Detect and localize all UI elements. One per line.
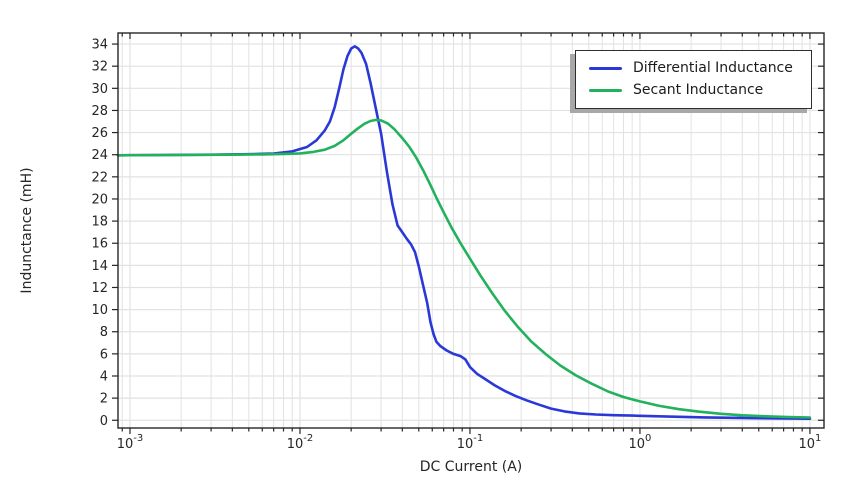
y-tick-label: 8 [100,325,108,340]
series-line-differential-inductance [116,45,812,420]
legend-swatch-differential [589,66,622,70]
y-tick-label: 16 [91,237,108,252]
y-tick-label: 12 [91,281,108,296]
legend-item: Differential Inductance [589,59,811,76]
y-tick-label: 18 [91,215,108,230]
y-axis-label: Indunctance (mH) [19,167,35,293]
x-tick-label: 100 [628,433,651,452]
x-tick-label: 10-3 [117,433,144,452]
legend-label: Secant Inductance [633,82,764,98]
x-tick-label: 101 [798,433,821,452]
y-tick-label: 0 [100,414,108,429]
y-tick-label: 20 [91,192,108,207]
legend-label: Differential Inductance [633,59,793,76]
x-tick-label: 10-1 [457,433,484,452]
y-tick-label: 26 [91,126,108,141]
y-tick-label: 28 [91,104,108,119]
x-axis-label: DC Current (A) [420,459,523,475]
y-tick-label: 30 [91,82,108,97]
y-tick-label: 10 [91,303,108,318]
legend-swatch-secant [589,89,622,93]
y-tick-label: 4 [100,369,108,384]
y-tick-label: 32 [91,60,108,75]
gridlines [118,33,824,428]
y-tick-label: 34 [91,38,108,53]
tick-labels: 10-3 10-2 10-1 100 1010246810121416182022242… [91,38,821,452]
y-tick-label: 6 [100,347,108,362]
plot-border [117,32,825,429]
y-tick-label: 2 [100,392,108,407]
x-tick-label: 10-2 [287,433,314,452]
y-tick-label: 14 [91,259,108,274]
legend: Differential Inductance Secant Inductanc… [575,50,812,109]
y-tick-label: 22 [91,170,108,185]
y-tick-label: 24 [91,148,108,163]
series-line-secant-inductance [116,118,812,419]
axis-ticks [112,33,824,434]
legend-item: Secant Inductance [589,82,811,98]
